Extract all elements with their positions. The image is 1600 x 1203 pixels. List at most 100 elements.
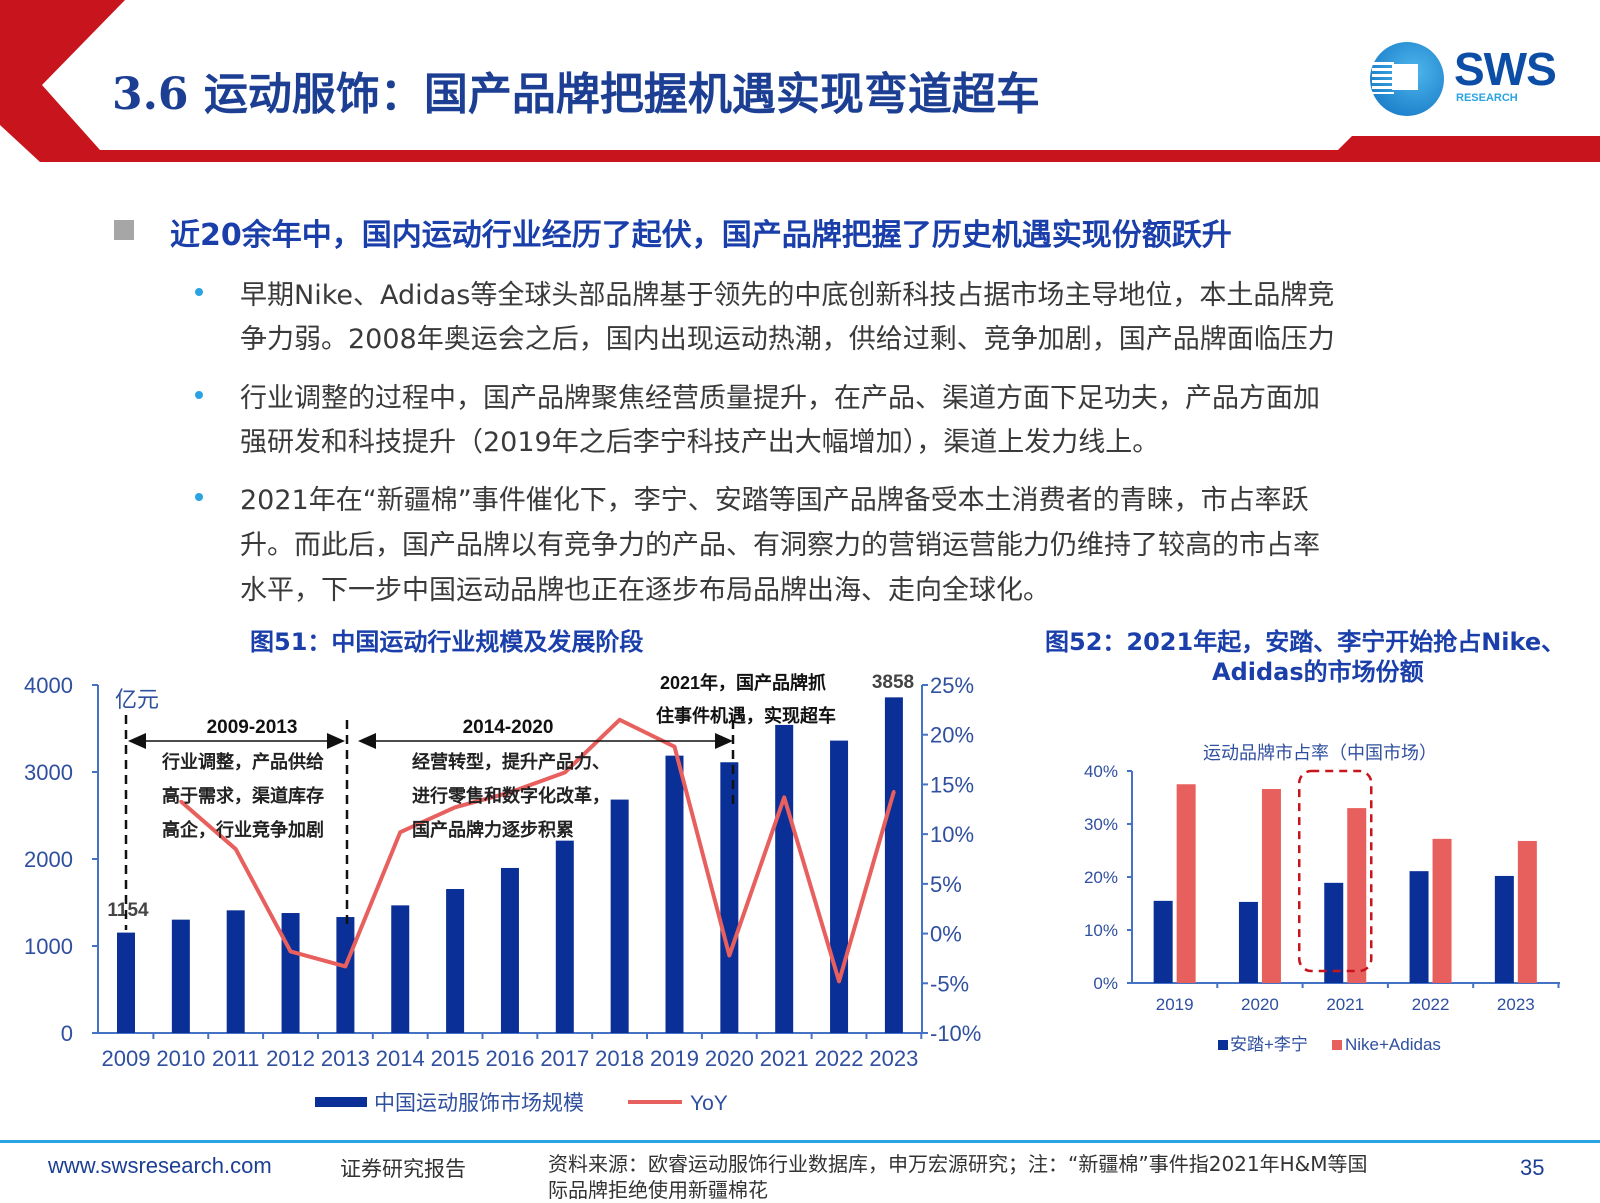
x-tick-label: 2010	[156, 1046, 205, 1071]
bullet-3-line-1: 2021年在“新疆棉”事件催化下，李宁、安踏等国产品牌备受本土消费者的青睐，市占…	[240, 485, 1309, 516]
x-tick-label: 2011	[212, 1046, 259, 1071]
right-tick-label: -10%	[930, 1021, 981, 1046]
phase1-label: 2009-2013	[207, 717, 298, 738]
bar-2019	[665, 755, 684, 1033]
x-tick-label: 2015	[431, 1046, 480, 1071]
data-label-first: 1154	[107, 900, 149, 921]
highlight-box-2021	[1298, 769, 1373, 973]
yoy-point-2019	[673, 745, 676, 749]
bar-nike-adidas-2020	[1261, 789, 1281, 983]
right-tick-label: 10%	[930, 822, 974, 847]
yoy-point-2014	[398, 830, 402, 834]
bullet-1-line-2: 争力弱。2008年奥运会之后，国内出现运动热潮，供给过剩、竞争加剧，国产品牌面临…	[240, 324, 1335, 355]
x-tick-label: 2020	[1241, 995, 1279, 1014]
bar-2009	[117, 932, 135, 1033]
data-label-last: 3858	[872, 672, 914, 693]
right-tick-label: 5%	[930, 872, 962, 897]
bar-2016	[500, 867, 519, 1033]
bar-nike-adidas-2019	[1176, 784, 1196, 983]
right-tick-label: 0%	[930, 922, 962, 947]
left-tick-label: 4000	[24, 673, 73, 698]
yoy-point-2023	[892, 789, 896, 793]
phase2-label: 2014-2020	[463, 717, 554, 738]
x-tick-label: 2021	[1326, 995, 1364, 1014]
bar-anta-lining-2021	[1324, 882, 1344, 983]
bullet-2-line-1: 行业调整的过程中，国产品牌聚焦经营质量提升，在产品、渠道方面下足功夫，产品方面加	[240, 383, 1320, 414]
yoy-point-2020	[727, 953, 731, 957]
y-tick-label: 0%	[1093, 974, 1118, 993]
arrow-right-icon	[715, 733, 733, 749]
arrow-right-icon	[327, 733, 345, 749]
yoy-point-2021	[782, 795, 786, 799]
bar-2014	[391, 905, 410, 1033]
bar-anta-lining-2019	[1153, 900, 1173, 983]
x-tick-label: 2022	[1412, 995, 1450, 1014]
legend-swatch-anta-lining	[1218, 1040, 1228, 1050]
x-tick-label: 2020	[705, 1046, 754, 1071]
bar-2020	[720, 762, 739, 1033]
figure-52-title-line-1: 图52：2021年起，安踏、李宁开始抢占Nike、	[1045, 628, 1566, 656]
legend-swatch-nike-adidas	[1332, 1040, 1342, 1050]
y-tick-label: 40%	[1084, 762, 1118, 781]
bar-2010	[171, 919, 190, 1033]
y-tick-label: 20%	[1084, 868, 1118, 887]
figure-52-title-line-2: Adidas的市场份额	[1212, 658, 1424, 686]
bar-anta-lining-2023	[1494, 875, 1514, 983]
legend-label-nike-adidas: Nike+Adidas	[1345, 1035, 1441, 1054]
footer-source-line-2: 际品牌拒绝使用新疆棉花	[548, 1178, 768, 1202]
bullet-dot-icon	[195, 493, 203, 501]
bullet-3-line-2: 升。而此后，国产品牌以有竞争力的产品、有洞察力的营销运营能力仍维持了较高的市占率	[240, 530, 1320, 561]
chart-subtitle: 运动品牌市占率（中国市场）	[1203, 743, 1437, 763]
footer-url[interactable]: www.swsresearch.com	[48, 1153, 272, 1178]
bar-nike-adidas-2023	[1517, 840, 1537, 983]
logo-text: SWS	[1454, 43, 1557, 95]
bar-anta-lining-2020	[1238, 901, 1258, 983]
x-tick-label: 2022	[815, 1046, 864, 1071]
phase2-text: 国产品牌力逐步积累	[412, 819, 574, 840]
x-tick-label: 2014	[376, 1046, 425, 1071]
x-tick-label: 2023	[869, 1046, 918, 1071]
phase2-text: 进行零售和数字化改革，	[412, 785, 610, 806]
x-tick-label: 2016	[485, 1046, 534, 1071]
arrow-left-icon	[128, 733, 146, 749]
sws-logo: SWS RESEARCH	[1370, 40, 1570, 120]
right-tick-label: 15%	[930, 772, 974, 797]
bar-2022	[830, 740, 849, 1033]
y-tick-label: 30%	[1084, 815, 1118, 834]
bar-2011	[226, 910, 245, 1033]
yoy-point-2017	[563, 770, 567, 774]
yoy-point-2018	[618, 718, 622, 722]
logo-subtext: RESEARCH	[1456, 92, 1518, 104]
logo-square	[1392, 64, 1418, 90]
figure-51-title: 图51：中国运动行业规模及发展阶段	[250, 628, 644, 656]
left-tick-label: 3000	[24, 760, 73, 785]
yoy-point-2015	[453, 805, 457, 809]
footer-report-type: 证券研究报告	[340, 1157, 466, 1181]
yoy-point-2022	[837, 979, 841, 983]
header-decoration	[0, 0, 1600, 162]
x-tick-label: 2009	[102, 1046, 151, 1071]
arrow-left-icon	[358, 733, 376, 749]
unit-label: 亿元	[115, 687, 159, 712]
bar-nike-adidas-2021	[1347, 808, 1367, 983]
bullet-dot-icon	[195, 391, 203, 399]
bar-anta-lining-2022	[1409, 871, 1429, 983]
phase3-text: 住事件机遇，实现超车	[656, 705, 836, 726]
phase1-text: 行业调整，产品供给	[161, 751, 324, 772]
section-heading: 近20余年中，国内运动行业经历了起伏，国产品牌把握了历史机遇实现份额跃升	[170, 218, 1232, 253]
x-tick-label: 2017	[540, 1046, 589, 1071]
page-title: 3.6 运动服饰：国产品牌把握机遇实现弯道超车	[112, 69, 1040, 120]
left-tick-label: 1000	[24, 934, 73, 959]
y-tick-label: 10%	[1084, 921, 1118, 940]
legend-label-anta-lining: 安踏+李宁	[1230, 1035, 1308, 1054]
yoy-point-2011	[234, 847, 238, 851]
footer-divider	[0, 1140, 1600, 1143]
left-tick-label: 0	[61, 1021, 73, 1046]
bar-2021	[775, 724, 794, 1033]
legend-bar-label: 中国运动服饰市场规模	[374, 1092, 584, 1115]
phase1-text: 高企，行业竞争加剧	[162, 819, 324, 840]
x-tick-label: 2019	[650, 1046, 699, 1071]
logo-stripes	[1372, 62, 1394, 94]
x-tick-label: 2019	[1156, 995, 1194, 1014]
x-tick-label: 2021	[760, 1046, 809, 1071]
